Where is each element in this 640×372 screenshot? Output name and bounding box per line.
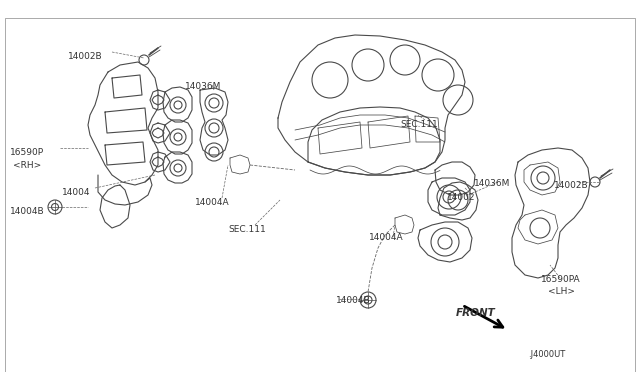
- Text: 16590PA: 16590PA: [541, 275, 580, 284]
- Text: 14004: 14004: [62, 188, 90, 197]
- Text: 14004B: 14004B: [10, 207, 45, 216]
- Text: 14002B: 14002B: [554, 181, 589, 190]
- Text: 14036M: 14036M: [474, 179, 510, 188]
- Text: SEC.111: SEC.111: [400, 120, 438, 129]
- Text: <LH>: <LH>: [548, 287, 575, 296]
- Text: 14002: 14002: [447, 193, 476, 202]
- Text: 14002B: 14002B: [68, 52, 102, 61]
- Text: 14004B: 14004B: [336, 296, 371, 305]
- Text: <RH>: <RH>: [13, 161, 41, 170]
- Text: 14004A: 14004A: [369, 233, 404, 242]
- Text: 14036M: 14036M: [185, 82, 221, 91]
- Text: FRONT: FRONT: [456, 308, 496, 318]
- Text: SEC.111: SEC.111: [228, 225, 266, 234]
- Text: 14004A: 14004A: [195, 198, 230, 207]
- Text: .J4000UT: .J4000UT: [528, 350, 565, 359]
- Text: 16590P: 16590P: [10, 148, 44, 157]
